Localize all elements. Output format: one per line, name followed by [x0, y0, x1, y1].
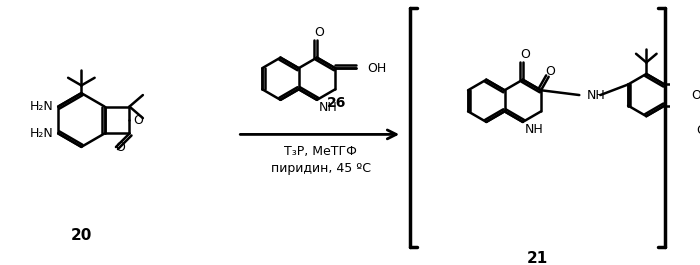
Text: H₂N: H₂N [29, 100, 53, 113]
Text: 21: 21 [527, 251, 548, 265]
Text: T₃P, МеТГФ: T₃P, МеТГФ [284, 145, 357, 158]
Text: 20: 20 [71, 228, 92, 243]
Text: O: O [133, 113, 144, 126]
Text: O: O [546, 65, 556, 78]
Text: OH: OH [368, 62, 387, 75]
Text: NH: NH [587, 89, 606, 101]
Text: 26: 26 [326, 96, 346, 110]
Text: O: O [115, 140, 125, 153]
Text: H₂N: H₂N [29, 127, 53, 140]
Text: пиридин, 45 ºC: пиридин, 45 ºC [271, 161, 371, 175]
Text: O: O [314, 26, 324, 39]
Text: O: O [520, 48, 530, 61]
Text: NH: NH [525, 123, 543, 136]
Text: NH: NH [319, 101, 337, 114]
Text: O: O [696, 124, 700, 137]
Text: O: O [692, 89, 700, 101]
